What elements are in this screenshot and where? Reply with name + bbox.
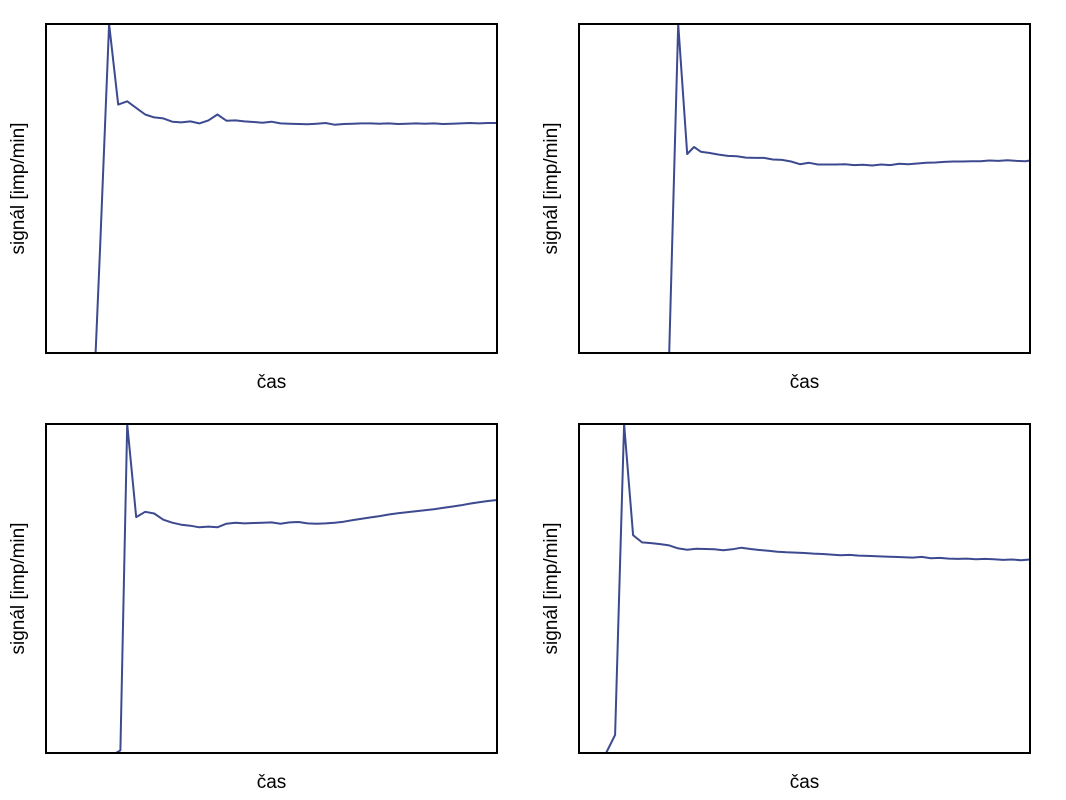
chart-panel-3: čas signál [imp/min]: [8, 423, 498, 793]
plot-frame: [45, 23, 498, 354]
x-axis-label: čas: [257, 372, 287, 393]
x-axis-label: čas: [790, 772, 820, 793]
series-line-1: [45, 23, 498, 354]
series-line-1: [45, 423, 498, 754]
chart-panel-4: čas signál [imp/min]: [541, 423, 1031, 793]
chart-panel-2: čas signál [imp/min]: [541, 23, 1031, 393]
chart-panel-1: čas signál [imp/min]: [8, 23, 498, 393]
y-axis-label: signál [imp/min]: [541, 523, 562, 655]
y-axis-label: signál [imp/min]: [541, 123, 562, 255]
series-line-1: [605, 423, 1031, 754]
plot-frame: [578, 23, 1031, 354]
plot-frame: [45, 423, 498, 754]
series-line-1: [578, 23, 1031, 354]
x-axis-label: čas: [790, 372, 820, 393]
x-axis-label: čas: [257, 772, 287, 793]
y-axis-label: signál [imp/min]: [8, 123, 29, 255]
y-axis-label: signál [imp/min]: [8, 523, 29, 655]
plot-frame: [578, 423, 1031, 754]
